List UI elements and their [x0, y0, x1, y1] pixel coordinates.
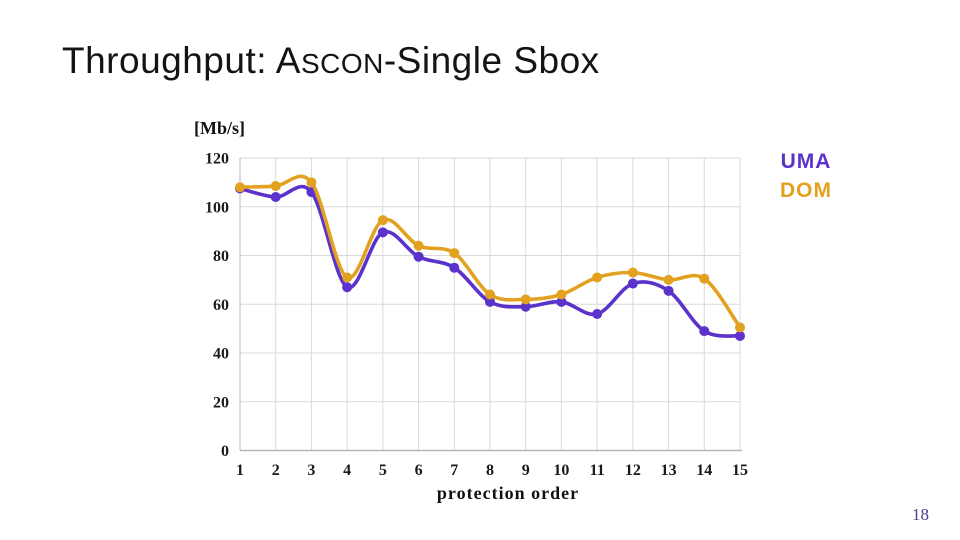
data-point-dom	[449, 248, 460, 259]
x-tick-label: 3	[307, 462, 315, 479]
data-point-dom	[485, 289, 495, 300]
chart-legend: UMA DOM	[774, 147, 838, 205]
y-tick-label: 120	[205, 151, 229, 168]
x-tick-label: 1	[236, 462, 244, 479]
data-point-dom	[306, 177, 317, 188]
x-tick-label: 7	[450, 462, 458, 479]
series-line-uma	[238, 184, 742, 338]
data-point-dom	[663, 274, 674, 285]
data-point-uma	[699, 326, 710, 337]
x-tick-label: 10	[553, 462, 569, 479]
y-tick-label: 40	[213, 346, 229, 363]
data-point-dom	[413, 240, 424, 251]
data-point-uma	[663, 285, 674, 296]
page-number: 18	[912, 505, 929, 524]
x-tick-label: 2	[272, 462, 280, 479]
data-point-dom	[235, 182, 245, 193]
y-tick-label: 100	[205, 199, 229, 216]
data-point-dom	[735, 322, 745, 333]
data-point-dom	[592, 272, 603, 283]
y-tick-label: 80	[213, 248, 229, 265]
title-suffix: -Single Sbox	[383, 40, 600, 81]
x-axis-title: protection order	[436, 483, 580, 503]
y-axis-unit-label: [Mb/s]	[194, 118, 245, 138]
data-point-dom	[627, 267, 638, 278]
data-point-uma	[449, 262, 460, 273]
series-line-dom	[238, 174, 742, 330]
data-point-uma	[627, 278, 638, 289]
title-prefix: Throughput:	[62, 40, 276, 81]
data-point-dom	[270, 181, 281, 192]
data-point-uma	[377, 227, 388, 238]
legend-item-dom: DOM	[780, 179, 832, 202]
x-tick-label: 8	[486, 462, 494, 479]
x-tick-label: 14	[696, 462, 712, 479]
x-tick-label: 6	[415, 462, 423, 479]
y-tick-label: 0	[221, 443, 229, 460]
data-point-dom	[377, 215, 388, 226]
data-point-dom	[342, 272, 353, 283]
data-point-uma	[270, 192, 281, 202]
x-tick-label: 13	[661, 462, 677, 479]
x-tick-label: 15	[732, 462, 748, 479]
data-point-uma	[520, 301, 531, 312]
y-tick-label: 20	[213, 394, 229, 411]
slide-title: Throughput: ASCON-Single Sbox	[62, 40, 600, 82]
data-point-uma	[556, 296, 567, 307]
data-point-uma	[485, 296, 495, 307]
x-tick-label: 11	[590, 462, 605, 479]
data-point-uma	[592, 309, 603, 319]
x-tick-label: 5	[379, 462, 387, 479]
data-point-uma	[413, 251, 424, 262]
x-tick-label: 9	[522, 462, 530, 479]
title-ascon-smallcaps: SCON	[300, 48, 384, 79]
title-ascon-initial: A	[275, 40, 301, 81]
data-point-dom	[556, 289, 567, 300]
data-point-uma	[735, 330, 745, 341]
data-point-uma	[342, 282, 353, 293]
legend-item-uma: UMA	[780, 150, 832, 173]
x-tick-label: 12	[625, 462, 641, 479]
x-tick-label: 4	[343, 462, 351, 479]
y-tick-label: 60	[213, 297, 229, 314]
data-point-dom	[699, 273, 710, 284]
data-point-dom	[520, 294, 531, 305]
